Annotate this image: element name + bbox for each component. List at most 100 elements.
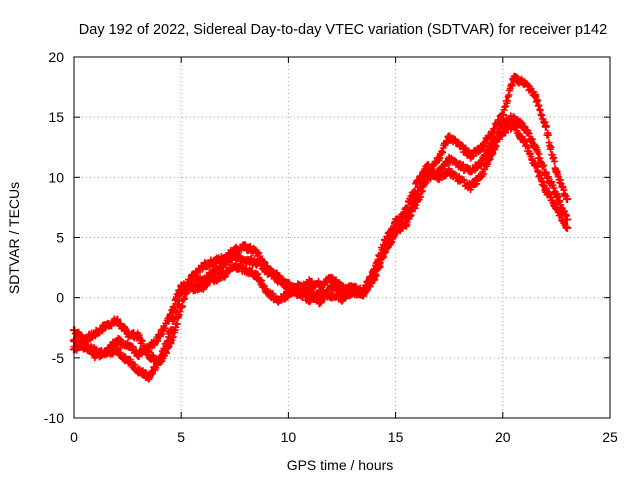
y-tick-label: 0 — [56, 290, 64, 306]
data-point — [466, 167, 475, 176]
data-point — [187, 284, 196, 293]
data-point — [466, 151, 475, 160]
data-point — [520, 122, 529, 131]
data-point — [230, 251, 239, 260]
data-point — [273, 272, 282, 281]
data-point — [402, 220, 411, 229]
data-point — [327, 274, 336, 283]
data-point — [509, 113, 518, 122]
data-point — [209, 275, 218, 284]
data-point — [123, 340, 132, 349]
data-point — [91, 329, 100, 338]
data-point — [166, 311, 175, 320]
y-axis-label: SDTVAR / TECUs — [6, 182, 22, 294]
data-point — [166, 327, 175, 336]
data-point — [134, 365, 143, 374]
y-tick-label: 20 — [48, 49, 64, 65]
data-point — [498, 110, 507, 119]
data-point — [209, 257, 218, 266]
data-point — [80, 339, 89, 348]
data-point — [509, 121, 518, 130]
data-point — [112, 346, 121, 355]
y-tick-label: -5 — [52, 350, 65, 366]
data-point — [380, 235, 389, 244]
data-point — [145, 344, 154, 353]
data-point — [541, 185, 550, 194]
data-point — [445, 132, 454, 141]
data-point — [252, 270, 261, 279]
data-point — [134, 350, 143, 359]
data-point — [348, 284, 357, 293]
series-3 — [70, 120, 572, 362]
y-tick-label: -10 — [44, 410, 64, 426]
data-point — [498, 127, 507, 136]
data-point — [434, 154, 443, 163]
data-point — [530, 143, 539, 152]
data-point — [241, 243, 250, 252]
data-point — [552, 204, 561, 213]
data-point — [155, 356, 164, 365]
data-point — [134, 332, 143, 341]
chart-title: Day 192 of 2022, Sidereal Day-to-day VTE… — [79, 22, 607, 38]
x-axis-label: GPS time / hours — [287, 457, 394, 473]
data-point — [488, 148, 497, 157]
data-point — [520, 137, 529, 146]
data-point — [220, 270, 229, 279]
data-point — [295, 290, 304, 299]
axis-ticks: 0 5 10 15 20 25 -10 -5 0 5 10 15 20 — [44, 49, 618, 445]
data-point — [305, 286, 314, 295]
data-point — [102, 321, 111, 330]
data-point — [102, 347, 111, 356]
x-tick-label: 10 — [281, 429, 297, 445]
data-point — [552, 190, 561, 199]
data-point — [455, 161, 464, 170]
data-point — [423, 161, 432, 170]
data-point — [455, 175, 464, 184]
data-point — [187, 272, 196, 281]
data-point — [252, 247, 261, 256]
data-point — [552, 167, 561, 176]
data-point — [198, 262, 207, 271]
data-points — [70, 72, 572, 383]
data-point — [370, 267, 379, 276]
data-point — [252, 258, 261, 267]
data-point — [284, 290, 293, 299]
data-point — [177, 281, 186, 290]
x-tick-label: 20 — [495, 429, 511, 445]
data-point — [295, 281, 304, 290]
data-point — [91, 351, 100, 360]
data-point — [541, 168, 550, 177]
y-tick-label: 5 — [56, 230, 64, 246]
x-tick-label: 5 — [177, 429, 185, 445]
x-tick-label: 0 — [70, 429, 78, 445]
data-point — [316, 298, 325, 307]
data-point — [155, 332, 164, 341]
data-point — [262, 287, 271, 296]
data-point — [477, 172, 486, 181]
data-point — [391, 222, 400, 231]
data-point — [262, 267, 271, 276]
data-point — [123, 329, 132, 338]
x-tick-label: 15 — [388, 429, 404, 445]
data-point — [220, 259, 229, 268]
data-point — [112, 316, 121, 325]
data-point — [241, 265, 250, 274]
data-point — [145, 373, 154, 382]
data-point — [530, 161, 539, 170]
data-point — [413, 197, 422, 206]
data-point — [434, 173, 443, 182]
data-point — [455, 142, 464, 151]
data-point — [541, 122, 550, 131]
y-tick-label: 10 — [48, 169, 64, 185]
data-point — [563, 223, 572, 232]
data-point — [509, 74, 518, 83]
data-point — [273, 296, 282, 305]
data-point — [445, 167, 454, 176]
data-point — [112, 336, 121, 345]
data-point — [338, 286, 346, 295]
data-point — [198, 282, 207, 291]
data-point — [466, 182, 475, 191]
data-point — [423, 173, 432, 182]
data-point — [327, 282, 336, 291]
